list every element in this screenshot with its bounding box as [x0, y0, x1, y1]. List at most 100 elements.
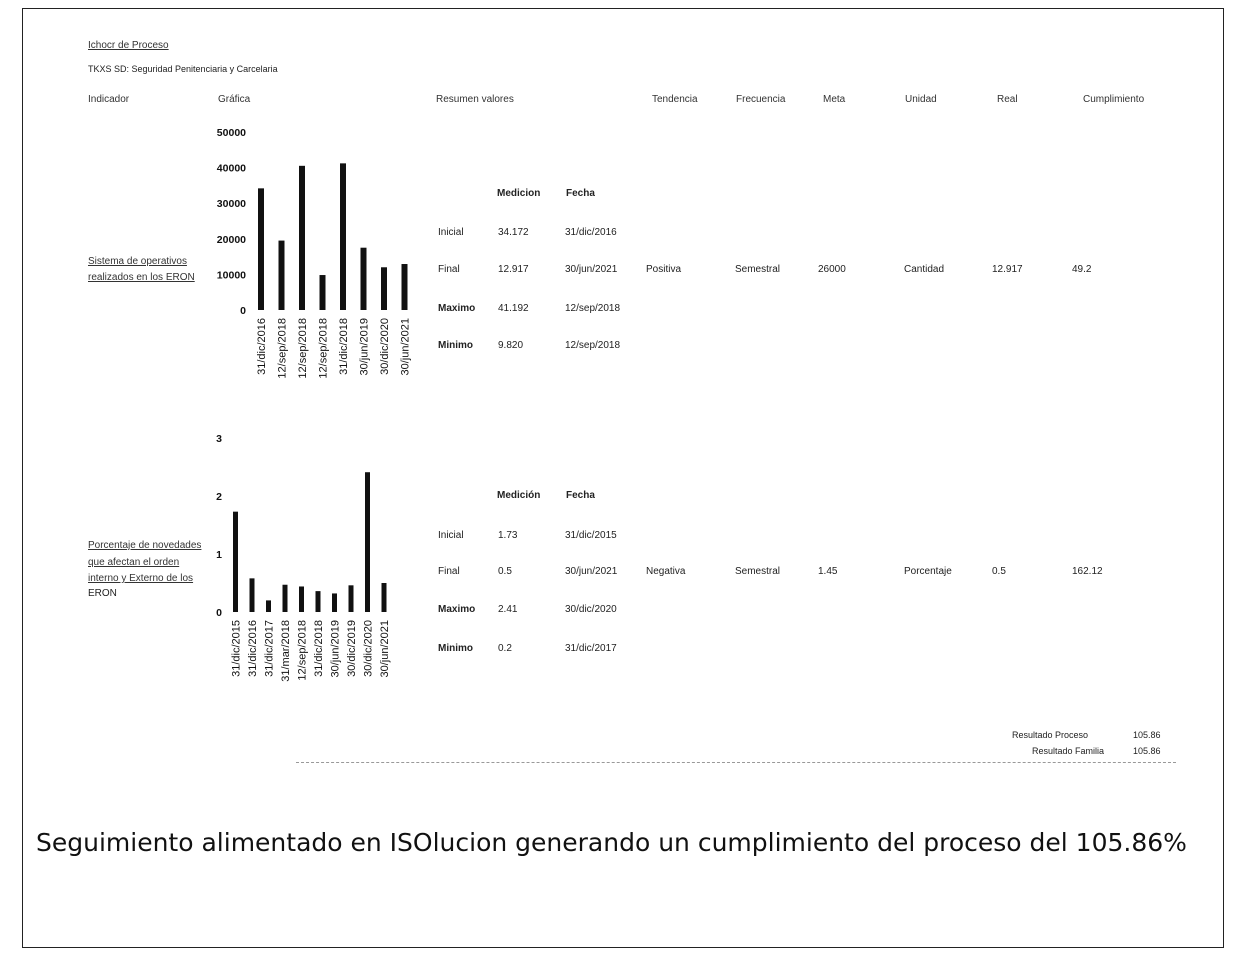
- indicator-1-row-value: 9.820: [498, 340, 524, 351]
- indicator-1-goal: 26000: [818, 264, 846, 275]
- indicator-2-row-date: 30/dic/2020: [565, 604, 617, 615]
- indicator-2-row-value: 0.5: [498, 566, 512, 577]
- x-tick-label: 30/jun/2019: [330, 620, 342, 678]
- indicator-1-real: 12.917: [992, 264, 1023, 275]
- indicator-2-row-label: Inicial: [438, 530, 464, 541]
- y-tick-label: 30000: [217, 198, 246, 210]
- x-tick-label: 31/dic/2017: [264, 620, 276, 677]
- result-process-value: 105.86: [1133, 730, 1161, 740]
- bar: [315, 591, 321, 612]
- bar: [299, 586, 304, 612]
- indicator-2-row-date: 31/dic/2015: [565, 530, 617, 541]
- indicator-2-row-date: 31/dic/2017: [565, 643, 617, 654]
- indicator-2-row-value: 0.2: [498, 643, 512, 654]
- bar: [360, 247, 367, 310]
- indicator-2-name-line-1: Porcentaje de novedades: [88, 540, 202, 551]
- indicator-2-real: 0.5: [992, 566, 1006, 577]
- x-tick-label: 30/jun/2021: [379, 620, 391, 678]
- indicator-1-row-date: 12/sep/2018: [565, 303, 621, 314]
- bar: [340, 163, 346, 310]
- result-family-value: 105.86: [1133, 746, 1161, 756]
- page-frame: [22, 8, 1224, 948]
- bar: [381, 267, 387, 310]
- bar: [381, 583, 387, 612]
- x-tick-label: 12/sep/2018: [277, 318, 289, 379]
- indicator-2-row-value: 1.73: [498, 530, 518, 541]
- indicator-1-row-label: Inicial: [438, 227, 464, 238]
- indicator-2-name-line-3: interno y Externo de los: [88, 573, 194, 584]
- x-tick-label: 30/jun/2021: [400, 318, 412, 376]
- indicator-2-bar-chart: 3 2 1 0 31/dic/2015 31/dic/2016 31/dic/2017 31/…: [216, 433, 391, 682]
- x-tick-label: 30/dic/2020: [379, 318, 391, 375]
- bar: [365, 472, 370, 612]
- indicator-1-row-label: Maximo: [438, 303, 476, 314]
- header-graph: Gráfica: [218, 94, 251, 105]
- indicator-1-row-label: Minimo: [438, 340, 473, 351]
- indicator-1-col-medicion: Medicion: [497, 188, 541, 199]
- indicator-2-name-line-4: ERON: [88, 588, 117, 599]
- indicator-1-row-date: 30/jun/2021: [565, 264, 618, 275]
- indicator-1-unit: Cantidad: [904, 264, 945, 275]
- indicator-2-row-label: Maximo: [438, 604, 476, 615]
- indicator-1-row-label: Final: [438, 264, 460, 275]
- header-compliance: Cumplimiento: [1083, 94, 1145, 105]
- x-tick-label: 31/dic/2015: [231, 620, 243, 677]
- indicator-2-row-date: 30/jun/2021: [565, 566, 618, 577]
- indicator-2-col-medicion: Medición: [497, 490, 541, 501]
- y-tick-label: 50000: [217, 127, 246, 139]
- bar: [299, 165, 305, 310]
- bar: [278, 240, 285, 310]
- indicator-1-row-value: 12.917: [498, 264, 529, 275]
- dotted-divider: [296, 762, 1176, 763]
- indicator-1-row-value: 41.192: [498, 303, 529, 314]
- x-tick-label: 31/mar/2018: [280, 620, 292, 682]
- indicator-1-name-line-1: Sistema de operativos: [88, 256, 187, 267]
- y-tick-label: 2: [216, 491, 222, 503]
- header-frequency: Frecuencia: [736, 94, 786, 105]
- bar: [233, 511, 238, 612]
- y-tick-label: 0: [240, 305, 246, 317]
- result-process-label: Resultado Proceso: [1012, 730, 1089, 740]
- x-tick-label: 12/sep/2018: [297, 620, 309, 681]
- indicator-2-compliance: 162.12: [1072, 566, 1103, 577]
- indicator-2-frequency: Semestral: [735, 566, 781, 577]
- header-indicator: Indicador: [88, 94, 130, 105]
- indicator-1-row-value: 34.172: [498, 227, 529, 238]
- x-tick-label: 31/dic/2018: [338, 318, 350, 375]
- x-tick-label: 30/dic/2019: [346, 620, 358, 677]
- header-goal: Meta: [823, 94, 846, 105]
- y-tick-label: 0: [216, 607, 222, 619]
- indicator-2-row-value: 2.41: [498, 604, 518, 615]
- indicator-2-name-line-2: que afectan el orden: [88, 557, 180, 568]
- indicator-1-frequency: Semestral: [735, 264, 781, 275]
- indicator-2-row-label: Final: [438, 566, 460, 577]
- indicator-1-bar-chart: 50000 40000 30000 20000 10000 0 31/dic/2016 12/…: [217, 127, 412, 379]
- indicator-1-trend: Positiva: [646, 264, 682, 275]
- indicator-1-name-line-2: realizados en los ERON: [88, 272, 195, 283]
- bar: [258, 188, 264, 310]
- indicator-2-col-fecha: Fecha: [566, 490, 595, 501]
- y-tick-label: 10000: [217, 269, 246, 281]
- indicator-1-col-fecha: Fecha: [566, 188, 595, 199]
- bar: [348, 585, 354, 612]
- x-tick-label: 31/dic/2016: [256, 318, 268, 375]
- report-title: Ichocr de Proceso: [88, 40, 169, 51]
- y-tick-label: 3: [216, 433, 222, 445]
- caption-text: Seguimiento alimentado en ISOlucion gene…: [36, 828, 1187, 857]
- report-subtitle: TKXS SD: Seguridad Penitenciaria y Carce…: [88, 64, 278, 74]
- y-tick-label: 1: [216, 549, 222, 561]
- indicator-2-goal: 1.45: [818, 566, 838, 577]
- indicator-2-trend: Negativa: [646, 566, 686, 577]
- bar: [332, 593, 337, 612]
- indicator-1-row-date: 12/sep/2018: [565, 340, 621, 351]
- x-tick-label: 12/sep/2018: [318, 318, 330, 379]
- x-tick-label: 12/sep/2018: [297, 318, 309, 379]
- bar: [401, 264, 408, 310]
- bar: [319, 275, 326, 310]
- x-tick-label: 30/dic/2020: [363, 620, 375, 677]
- bar: [266, 600, 271, 612]
- x-tick-label: 31/dic/2018: [313, 620, 325, 677]
- header-trend: Tendencia: [652, 94, 698, 105]
- x-tick-label: 30/jun/2019: [359, 318, 371, 376]
- header-unit: Unidad: [905, 94, 937, 105]
